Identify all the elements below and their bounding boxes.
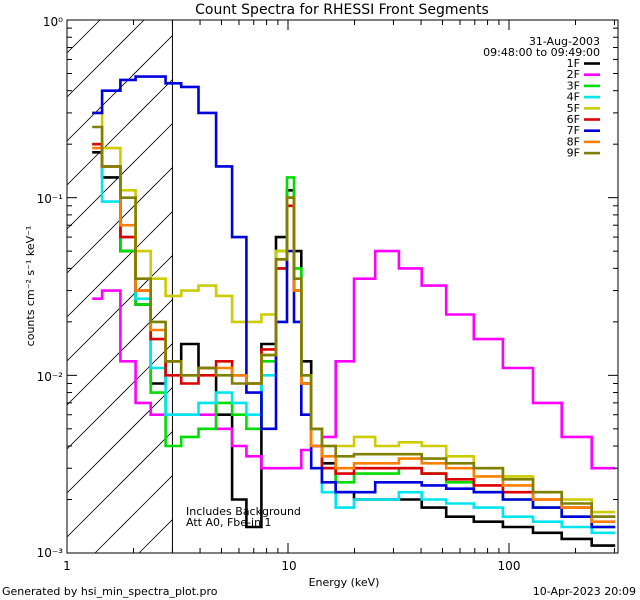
footer-timestamp: 10-Apr-2023 20:09 xyxy=(533,585,636,598)
y-tick-label-1e-1: 10⁻¹ xyxy=(37,192,64,206)
hatch-line xyxy=(67,343,173,450)
legend-label-5f: 5F xyxy=(567,102,580,115)
legend-label-3f: 3F xyxy=(567,79,580,92)
hatched-region xyxy=(67,20,173,553)
annotation-attenuator: Att A0, Fbe-in 1 xyxy=(186,516,272,529)
x-tick-label-1: 1 xyxy=(63,559,71,573)
footer-generated-by: Generated by hsi_min_spectra_plot.pro xyxy=(2,585,218,598)
x-axis-label: Energy (keV) xyxy=(309,576,380,589)
legend-label-9f: 9F xyxy=(567,147,580,160)
hatch-line xyxy=(67,20,101,54)
hatch-line xyxy=(67,79,173,186)
legend-label-7f: 7F xyxy=(567,124,580,137)
series-line-7f xyxy=(92,75,616,529)
hatch-line xyxy=(138,519,173,553)
legend-label-8f: 8F xyxy=(567,135,580,148)
observation-date: 31-Aug-2003 xyxy=(529,35,600,48)
annotation-background: Includes Background xyxy=(186,505,301,518)
legend-label-1f: 1F xyxy=(567,57,580,70)
plot-frame xyxy=(66,19,619,554)
hatch-line xyxy=(67,387,173,494)
y-tick-label-1e-2: 10⁻² xyxy=(37,370,64,384)
hatch-line xyxy=(67,20,145,98)
hatch-line xyxy=(67,431,173,538)
hatch-line xyxy=(94,475,173,553)
y-tick-label-1e-3: 10⁻³ xyxy=(37,546,64,560)
hatch-line xyxy=(67,211,173,318)
observation-time-range: 09:48:00 to 09:49:00 xyxy=(483,46,600,59)
x-tick-label-100: 100 xyxy=(498,559,521,573)
axis-ticks xyxy=(66,19,618,554)
legend-label-4f: 4F xyxy=(567,91,580,104)
x-tick-label-10: 10 xyxy=(281,559,296,573)
series-line-9f xyxy=(92,125,616,518)
y-axis-label: counts cm⁻² s⁻¹ keV⁻¹ xyxy=(24,226,37,347)
chart-title: Count Spectra for RHESSI Front Segments xyxy=(195,2,489,18)
legend-label-2f: 2F xyxy=(567,68,580,81)
y-tick-label-1e0: 10⁰ xyxy=(43,15,63,29)
legend-label-6f: 6F xyxy=(567,113,580,126)
